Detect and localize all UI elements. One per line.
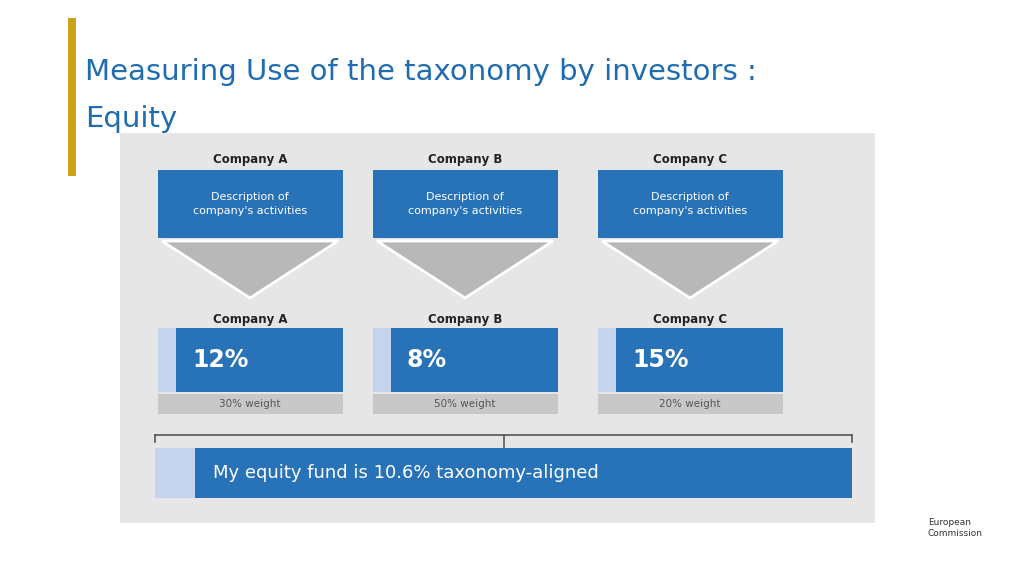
Bar <box>373 394 558 414</box>
Text: 8%: 8% <box>407 348 447 372</box>
Bar <box>120 133 874 523</box>
Text: 15%: 15% <box>632 348 688 372</box>
Bar <box>68 18 76 176</box>
Text: Company A: Company A <box>213 153 288 166</box>
Bar <box>598 170 783 238</box>
Bar <box>158 394 343 414</box>
Text: Company C: Company C <box>653 313 727 326</box>
Text: Company B: Company B <box>428 313 502 326</box>
Text: Company A: Company A <box>213 313 288 326</box>
Bar <box>155 448 195 498</box>
Text: 20% weight: 20% weight <box>659 399 721 409</box>
Bar <box>373 328 391 392</box>
Text: 50% weight: 50% weight <box>434 399 496 409</box>
Text: 30% weight: 30% weight <box>219 399 281 409</box>
Bar <box>158 170 343 238</box>
Text: Measuring Use of the taxonomy by investors :: Measuring Use of the taxonomy by investo… <box>85 58 757 86</box>
Text: My equity fund is 10.6% taxonomy-aligned: My equity fund is 10.6% taxonomy-aligned <box>213 464 599 482</box>
Bar <box>158 328 176 392</box>
Bar <box>195 448 852 498</box>
Text: Description of
company's activities: Description of company's activities <box>408 192 522 215</box>
Polygon shape <box>162 241 338 298</box>
Bar <box>598 328 616 392</box>
Text: European
Commission: European Commission <box>928 518 983 539</box>
Polygon shape <box>602 241 778 298</box>
Text: 12%: 12% <box>193 348 249 372</box>
Bar <box>176 328 343 392</box>
Text: Company C: Company C <box>653 153 727 166</box>
Bar <box>598 394 783 414</box>
Text: Description of
company's activities: Description of company's activities <box>193 192 307 215</box>
Bar <box>616 328 783 392</box>
Polygon shape <box>377 241 553 298</box>
Text: Company B: Company B <box>428 153 502 166</box>
Bar <box>373 170 558 238</box>
Bar <box>391 328 558 392</box>
Text: Description of
company's activities: Description of company's activities <box>633 192 748 215</box>
Text: Equity: Equity <box>85 105 177 133</box>
